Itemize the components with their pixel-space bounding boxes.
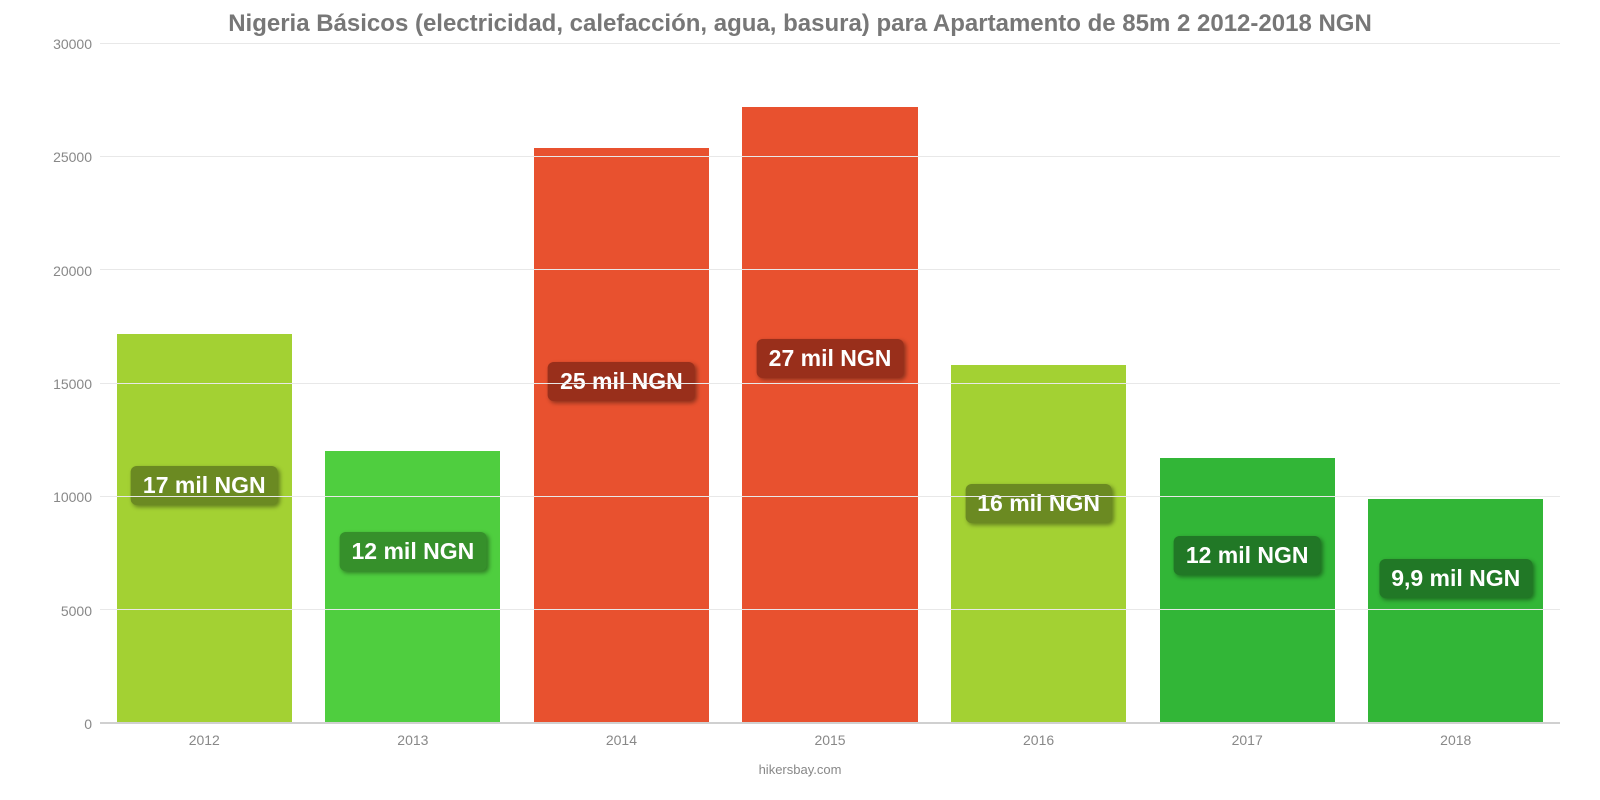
y-tick-label: 30000 [53, 36, 92, 52]
bar-slot: 27 mil NGN [726, 44, 935, 723]
bar-value-label: 17 mil NGN [131, 466, 278, 505]
y-axis: 050001000015000200002500030000 [40, 44, 100, 724]
gridline [100, 156, 1560, 157]
bar: 16 mil NGN [951, 365, 1126, 723]
x-tick-label: 2015 [726, 732, 935, 748]
bar-value-label: 12 mil NGN [1174, 536, 1321, 575]
x-axis: 2012201320142015201620172018 [100, 732, 1560, 748]
x-tick-label: 2014 [517, 732, 726, 748]
bar-slot: 17 mil NGN [100, 44, 309, 723]
gridline [100, 496, 1560, 497]
grid-area: 17 mil NGN 12 mil NGN 25 mil NGN 27 mil NGN… [100, 44, 1560, 724]
bar-value-label: 12 mil NGN [340, 532, 487, 571]
x-tick-label: 2017 [1143, 732, 1352, 748]
x-tick-label: 2016 [934, 732, 1143, 748]
y-tick-label: 25000 [53, 149, 92, 165]
y-tick-label: 20000 [53, 263, 92, 279]
bar: 25 mil NGN [534, 148, 709, 723]
bar: 12 mil NGN [325, 451, 500, 723]
gridline [100, 609, 1560, 610]
chart-title: Nigeria Básicos (electricidad, calefacci… [40, 10, 1560, 38]
gridline [100, 269, 1560, 270]
x-tick-label: 2013 [309, 732, 518, 748]
gridline [100, 722, 1560, 723]
bar-slot: 16 mil NGN [934, 44, 1143, 723]
bar-slot: 12 mil NGN [309, 44, 518, 723]
y-tick-label: 15000 [53, 376, 92, 392]
bar: 27 mil NGN [742, 107, 917, 723]
bar-slot: 12 mil NGN [1143, 44, 1352, 723]
x-tick-label: 2018 [1351, 732, 1560, 748]
bar-slot: 25 mil NGN [517, 44, 726, 723]
chart-footer: hikersbay.com [40, 762, 1560, 777]
bar: 12 mil NGN [1160, 458, 1335, 723]
x-tick-label: 2012 [100, 732, 309, 748]
bar-value-label: 27 mil NGN [757, 339, 904, 378]
bars-row: 17 mil NGN 12 mil NGN 25 mil NGN 27 mil NGN… [100, 44, 1560, 723]
bar-value-label: 9,9 mil NGN [1379, 559, 1532, 598]
gridline [100, 383, 1560, 384]
bar-value-label: 16 mil NGN [965, 484, 1112, 523]
gridline [100, 43, 1560, 44]
plot-area: 050001000015000200002500030000 17 mil NG… [40, 44, 1560, 724]
y-tick-label: 5000 [61, 603, 92, 619]
bar: 9,9 mil NGN [1368, 499, 1543, 723]
chart-container: Nigeria Básicos (electricidad, calefacci… [0, 0, 1600, 800]
bar: 17 mil NGN [117, 334, 292, 723]
y-tick-label: 0 [84, 716, 92, 732]
bar-slot: 9,9 mil NGN [1351, 44, 1560, 723]
y-tick-label: 10000 [53, 489, 92, 505]
